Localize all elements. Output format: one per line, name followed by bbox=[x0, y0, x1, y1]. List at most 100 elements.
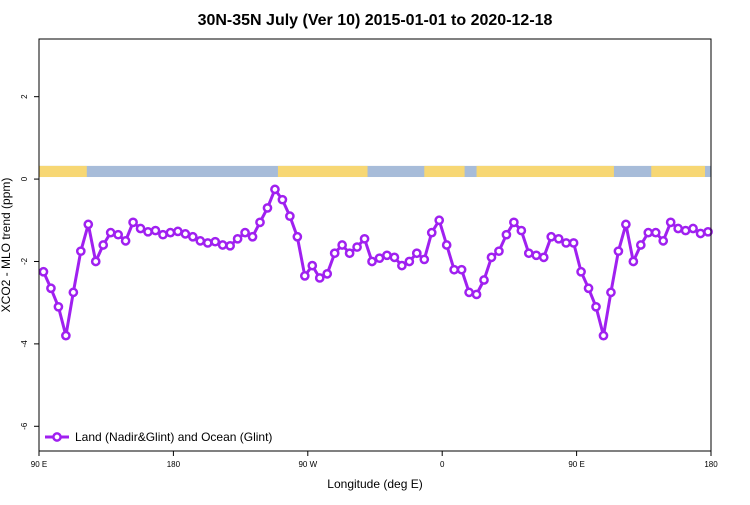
data-point bbox=[270, 184, 280, 195]
data-point bbox=[509, 217, 519, 228]
data-point bbox=[464, 287, 474, 298]
x-tick-label: 180 bbox=[167, 460, 181, 469]
land-segment-3 bbox=[476, 165, 614, 178]
data-point bbox=[240, 227, 250, 238]
x-tick-label: 90 E bbox=[568, 460, 584, 469]
data-point bbox=[397, 260, 407, 271]
data-point bbox=[434, 215, 445, 226]
x-axis-label: Longitude (deg E) bbox=[327, 477, 422, 491]
data-point bbox=[389, 252, 400, 263]
data-point bbox=[173, 226, 183, 237]
x-tick-label: 90 E bbox=[31, 460, 47, 469]
data-point bbox=[598, 330, 609, 341]
data-point bbox=[516, 225, 527, 236]
data-point bbox=[187, 231, 198, 242]
data-point bbox=[128, 217, 138, 228]
data-point bbox=[531, 250, 542, 261]
data-point bbox=[665, 217, 676, 228]
data-point bbox=[352, 242, 362, 252]
data-point bbox=[232, 233, 243, 244]
data-point bbox=[404, 256, 415, 267]
data-point bbox=[113, 229, 123, 240]
data-point bbox=[75, 246, 86, 257]
legend: Land (Nadir&Glint) and Ocean (Glint) bbox=[45, 430, 272, 444]
data-point bbox=[255, 217, 265, 228]
legend-marker bbox=[52, 432, 62, 442]
data-point bbox=[374, 253, 385, 264]
data-point bbox=[650, 227, 661, 238]
data-point bbox=[105, 227, 116, 238]
data-point bbox=[180, 229, 191, 239]
data-point bbox=[210, 236, 221, 247]
data-point bbox=[98, 240, 109, 250]
ocean-band bbox=[39, 165, 711, 178]
land-segment-0 bbox=[39, 165, 87, 178]
data-point bbox=[247, 231, 258, 242]
data-point bbox=[262, 203, 273, 213]
data-point bbox=[479, 275, 489, 285]
data-point bbox=[195, 236, 206, 246]
data-point bbox=[277, 194, 288, 205]
data-point bbox=[225, 240, 235, 251]
data-point bbox=[83, 219, 94, 230]
data-point bbox=[419, 254, 430, 265]
data-point bbox=[217, 240, 228, 250]
data-point bbox=[337, 240, 347, 250]
data-point bbox=[61, 330, 71, 341]
data-point bbox=[46, 283, 56, 294]
data-point bbox=[703, 226, 713, 237]
axis-layer: 90 E 180 90 W 0 90 E 180 2 0 -2 -4 -6 bbox=[20, 38, 718, 469]
data-point bbox=[538, 252, 549, 263]
data-point bbox=[673, 223, 683, 234]
data-point bbox=[307, 260, 318, 271]
data-point bbox=[90, 256, 101, 267]
data-point bbox=[165, 227, 176, 238]
data-point bbox=[576, 266, 586, 277]
data-point bbox=[635, 240, 646, 250]
x-tick-label: 90 W bbox=[298, 460, 317, 469]
y-tick-label: -2 bbox=[20, 257, 29, 265]
data-point bbox=[441, 240, 452, 250]
data-point bbox=[285, 211, 295, 222]
data-point bbox=[38, 266, 49, 277]
data-point bbox=[568, 238, 579, 248]
data-point bbox=[382, 250, 392, 261]
data-point bbox=[583, 283, 594, 294]
legend-label: Land (Nadir&Glint) and Ocean (Glint) bbox=[75, 430, 272, 444]
data-point bbox=[411, 248, 422, 259]
data-point bbox=[68, 287, 79, 298]
data-point bbox=[292, 231, 303, 242]
y-tick-label: -4 bbox=[20, 340, 29, 348]
x-tick-label: 180 bbox=[704, 460, 718, 469]
data-point bbox=[553, 233, 564, 244]
data-point bbox=[688, 223, 698, 234]
data-point bbox=[658, 236, 669, 246]
data-point bbox=[695, 228, 706, 239]
data-point bbox=[523, 248, 534, 259]
data-point bbox=[344, 248, 355, 259]
data-point bbox=[135, 223, 146, 234]
plot-frame bbox=[38, 38, 712, 452]
chart-title: 30N-35N July (Ver 10) 2015-01-01 to 2020… bbox=[198, 12, 553, 29]
series-layer bbox=[38, 184, 713, 341]
data-point bbox=[359, 233, 370, 244]
data-point bbox=[456, 264, 467, 275]
data-point bbox=[143, 226, 153, 237]
data-point bbox=[591, 301, 601, 312]
data-point bbox=[561, 238, 571, 248]
data-point bbox=[621, 219, 631, 230]
data-point bbox=[329, 248, 340, 259]
land-ocean-band bbox=[39, 165, 711, 178]
data-point bbox=[613, 246, 624, 257]
data-point bbox=[628, 256, 639, 267]
data-point bbox=[486, 252, 497, 263]
data-point bbox=[680, 225, 691, 236]
data-point bbox=[426, 227, 437, 238]
data-point bbox=[120, 236, 131, 246]
data-point bbox=[367, 256, 377, 267]
land-segment-2 bbox=[424, 165, 465, 178]
land-segment-1 bbox=[277, 165, 368, 178]
data-point bbox=[150, 225, 161, 236]
